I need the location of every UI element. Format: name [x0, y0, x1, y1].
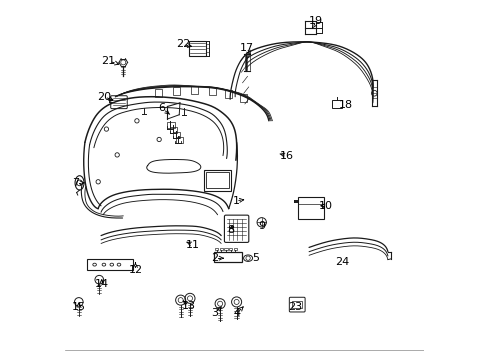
Text: 22: 22: [175, 40, 189, 49]
Text: 1: 1: [232, 196, 239, 206]
Bar: [224, 248, 227, 250]
Text: 12: 12: [128, 265, 142, 275]
Text: 24: 24: [334, 257, 348, 267]
Bar: [155, 89, 162, 97]
Text: 13: 13: [182, 301, 196, 311]
Bar: [224, 90, 231, 98]
Text: 7: 7: [72, 178, 79, 188]
Bar: [214, 252, 242, 262]
Text: 2: 2: [211, 253, 218, 263]
Bar: [233, 248, 237, 250]
Bar: [298, 197, 324, 219]
Text: 15: 15: [72, 302, 86, 312]
Bar: [208, 87, 215, 95]
Text: 18: 18: [339, 100, 353, 110]
Text: 20: 20: [97, 92, 111, 102]
Bar: [167, 122, 174, 129]
Text: 4: 4: [233, 308, 241, 318]
Text: 11: 11: [185, 239, 199, 249]
Text: 14: 14: [95, 279, 109, 289]
Bar: [170, 127, 177, 134]
Text: 5: 5: [251, 253, 258, 263]
Text: 19: 19: [308, 17, 323, 27]
Bar: [219, 248, 223, 250]
Text: 10: 10: [318, 201, 332, 211]
Bar: [86, 259, 133, 270]
Bar: [228, 248, 232, 250]
Text: 8: 8: [227, 225, 234, 235]
Bar: [175, 137, 183, 143]
Bar: [190, 86, 198, 94]
Bar: [239, 94, 246, 102]
Bar: [204, 170, 231, 191]
Bar: [188, 41, 206, 56]
Bar: [206, 172, 228, 188]
Bar: [332, 100, 342, 108]
Text: 6: 6: [158, 103, 165, 113]
Bar: [215, 248, 218, 250]
Text: 23: 23: [287, 302, 301, 312]
Bar: [292, 301, 301, 308]
Text: 16: 16: [279, 150, 293, 161]
Text: 3: 3: [211, 308, 218, 318]
Text: 9: 9: [258, 221, 264, 230]
Text: 21: 21: [101, 56, 115, 66]
Text: 17: 17: [239, 44, 253, 53]
Bar: [172, 87, 180, 95]
Bar: [173, 132, 180, 138]
